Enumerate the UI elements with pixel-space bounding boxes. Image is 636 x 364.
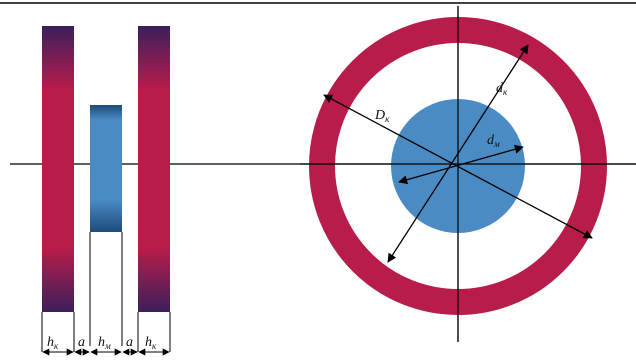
label-a-left: a [78, 335, 85, 350]
label-hk-right: hк [145, 335, 157, 351]
label-dk: dк [496, 81, 508, 97]
label-a-right: a [126, 335, 133, 350]
right-coil-bar [138, 26, 170, 312]
magnet-bar [90, 105, 122, 232]
label-hk-left: hк [47, 335, 59, 351]
label-dm: dм [487, 133, 500, 149]
left-coil-bar [42, 26, 74, 312]
label-Dk: Dк [374, 108, 390, 124]
label-hm: hм [98, 335, 111, 351]
dim-arrow-dm [398, 144, 524, 185]
